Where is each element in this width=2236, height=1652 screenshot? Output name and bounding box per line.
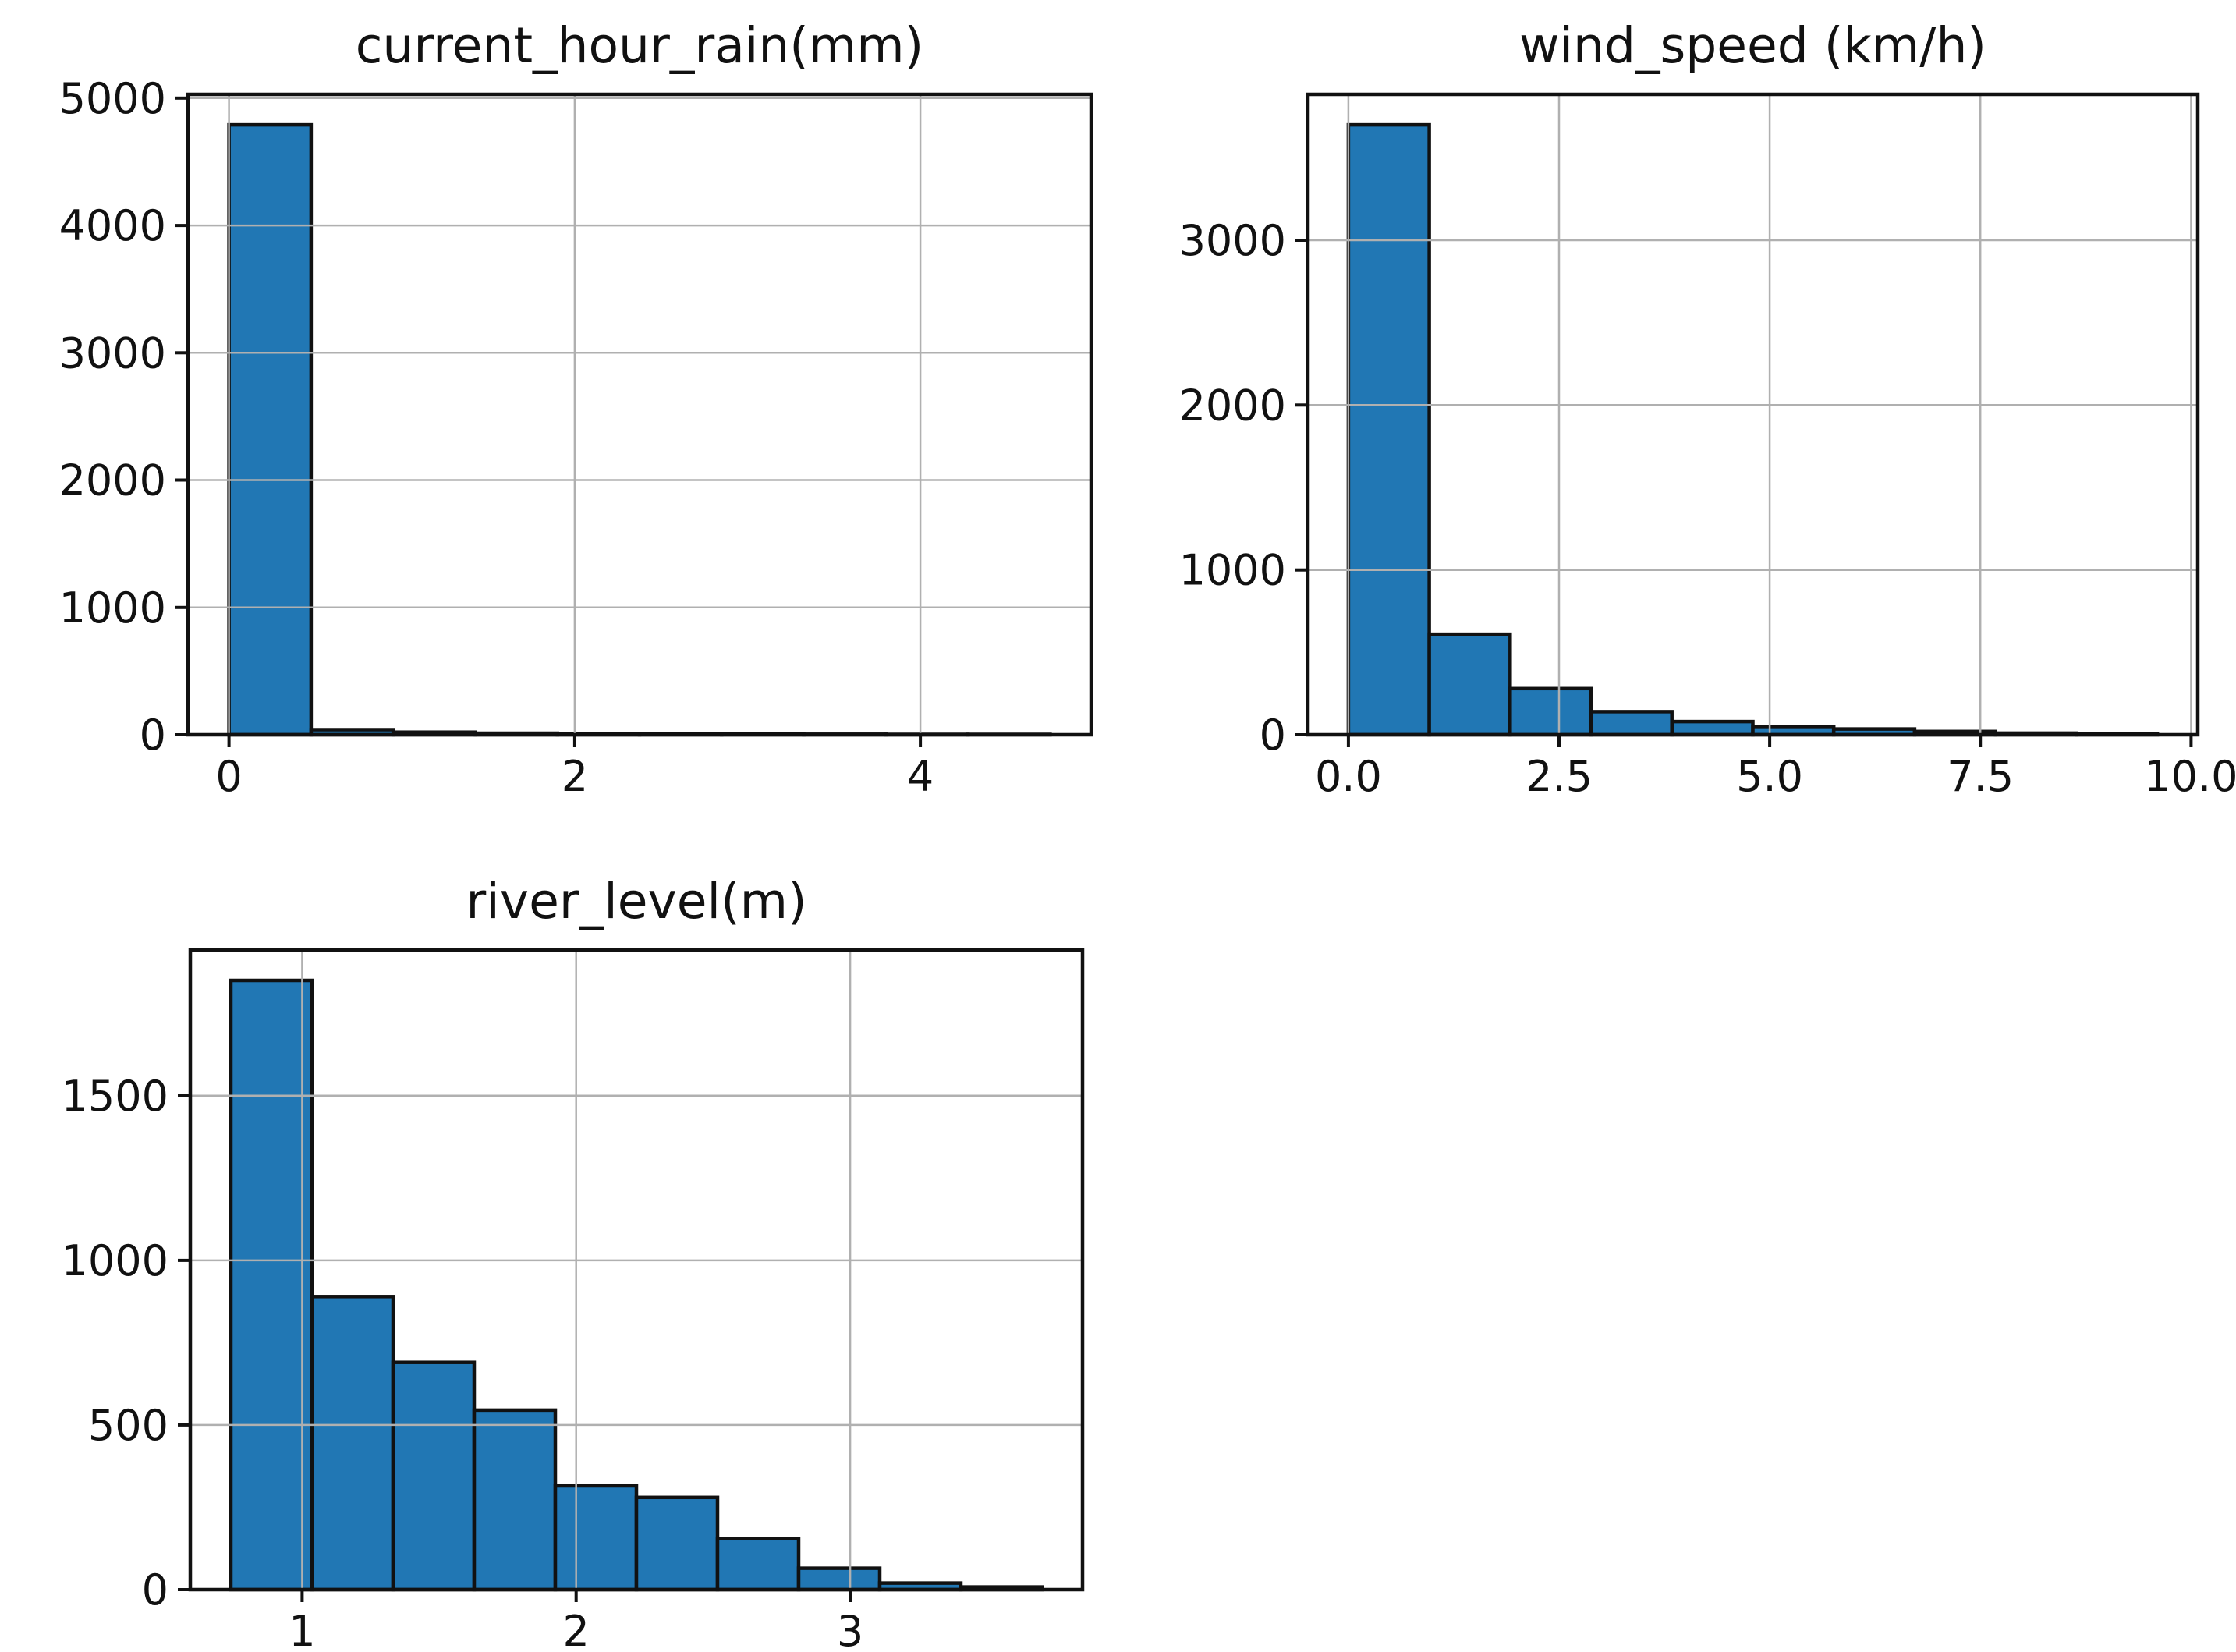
- x-tick-label: 0: [215, 752, 242, 801]
- y-tick-label: 0: [140, 711, 166, 760]
- x-tick-label: 1: [289, 1607, 315, 1652]
- histogram-bar: [229, 978, 314, 1592]
- x-tick-label: 7.5: [1947, 752, 2014, 801]
- x-tick-label: 5.0: [1736, 752, 1803, 801]
- histogram-bar: [715, 1537, 801, 1592]
- x-tick-label: 2.5: [1526, 752, 1593, 801]
- y-tick-label: 5000: [59, 74, 166, 123]
- histogram-bar: [1427, 632, 1512, 737]
- axes-spines: [188, 948, 1085, 1592]
- y-tick-label: 1000: [59, 583, 166, 633]
- y-tick-label: 1000: [1179, 546, 1286, 595]
- plot-area: [1308, 94, 2198, 735]
- axes-spines: [186, 92, 1093, 737]
- x-tick-label: 4: [907, 752, 934, 801]
- y-tick-label: 1000: [62, 1236, 168, 1285]
- x-tick-label: 0.0: [1315, 752, 1382, 801]
- histogram-bar: [553, 1484, 639, 1592]
- y-tick-label: 4000: [59, 201, 166, 250]
- y-tick-label: 3000: [59, 328, 166, 378]
- chart-river-level: 1 2 3 0 500 1000 1500: [62, 948, 1085, 1652]
- y-tick-label: 2000: [59, 456, 166, 505]
- y-tick-label: 0: [142, 1565, 168, 1615]
- chart-title-current-hour-rain: current_hour_rain(mm): [355, 17, 924, 74]
- histogram-bar: [1508, 686, 1593, 737]
- x-tick-label: 3: [837, 1607, 863, 1652]
- plot-area: [188, 94, 1091, 735]
- x-tick-label: 2: [562, 752, 588, 801]
- histogram-bar: [634, 1495, 720, 1592]
- chart-wind-speed: 0.0 2.5 5.0 7.5 10.0 0 1000 2000 3000: [1179, 92, 2236, 801]
- y-tick-label: 3000: [1179, 216, 1286, 265]
- histogram-bar: [1589, 710, 1674, 737]
- histogram-bar: [472, 1408, 558, 1592]
- y-tick-label: 500: [88, 1401, 168, 1450]
- chart-current-hour-rain: 0 2 4 0 1000 2000 3000 4000 5000: [59, 74, 1093, 801]
- histogram-bar: [1670, 719, 1755, 737]
- chart-title-wind-speed: wind_speed (km/h): [1519, 17, 1986, 74]
- histogram-bar: [1346, 122, 1431, 737]
- y-tick-label: 0: [1260, 711, 1286, 760]
- y-tick-label: 2000: [1179, 381, 1286, 430]
- x-tick-label: 10.0: [2144, 752, 2236, 801]
- histogram-bar: [391, 1360, 477, 1592]
- x-tick-label: 2: [563, 1607, 590, 1652]
- y-tick-label: 1500: [62, 1072, 168, 1121]
- histogram-bar: [227, 122, 314, 737]
- chart-title-river-level: river_level(m): [466, 873, 807, 930]
- histogram-bar: [310, 1295, 395, 1592]
- axes-spines: [1306, 92, 2200, 737]
- histogram-bar: [796, 1566, 882, 1592]
